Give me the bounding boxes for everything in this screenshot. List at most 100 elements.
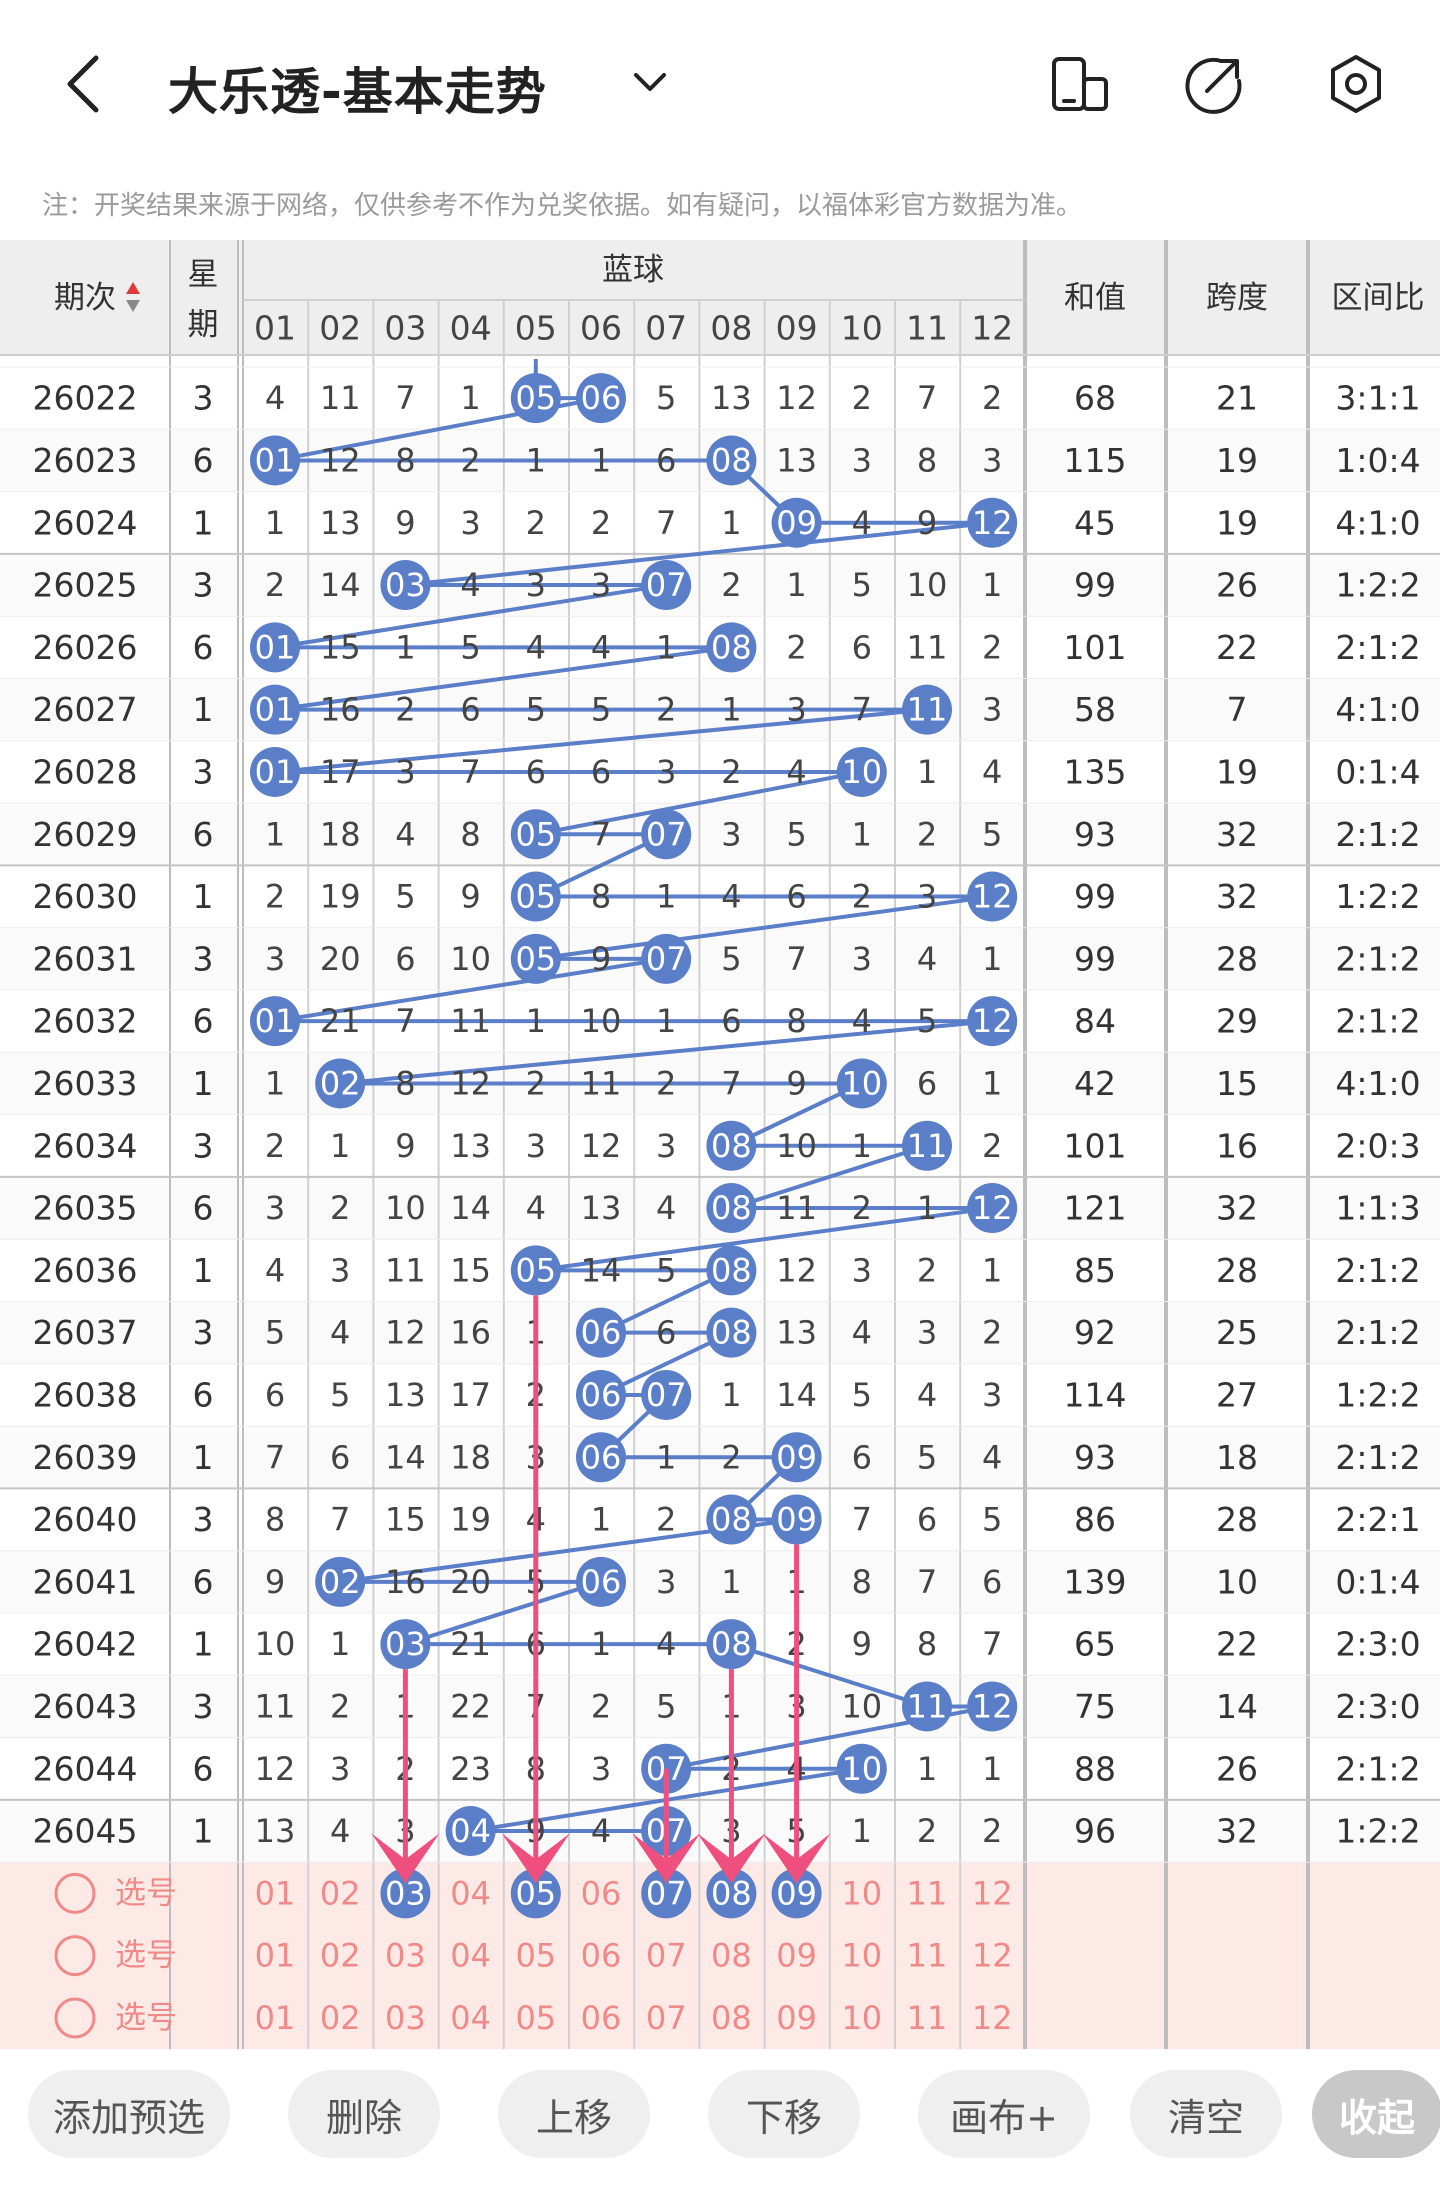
omission-value: 2 [721,566,741,604]
select-ball-number[interactable]: 02 [320,1999,361,2037]
clear-button[interactable]: 清空 [1130,2070,1282,2158]
ratio-value: 4:1:0 [1335,503,1420,542]
omission-value: 1 [526,1002,546,1040]
select-radio[interactable] [54,1935,96,1977]
chevron-down-icon[interactable] [632,70,668,94]
omission-value: 19 [450,1501,491,1539]
omission-value: 13 [320,504,361,542]
pick-arrow-head [762,1833,831,1884]
blue-ball-hit [902,1120,952,1171]
select-ball-number[interactable]: 07 [646,1999,687,2037]
group-header-blue: 蓝球 [602,252,664,288]
select-ball-number[interactable]: 12 [972,1874,1013,1912]
back-arrow-icon[interactable] [60,52,108,116]
canvas-plus-button[interactable]: 画布+ [918,2070,1090,2158]
select-ball-number[interactable]: 04 [450,1999,491,2037]
issue-number: 26035 [33,1189,138,1228]
omission-value: 1 [852,815,872,853]
selected-ball[interactable] [706,1868,757,1919]
select-radio[interactable] [54,1872,96,1914]
omission-value: 5 [721,940,741,978]
omission-value: 4 [656,1625,676,1663]
weekday: 1 [193,503,214,542]
selected-ball[interactable] [380,1868,431,1919]
trend-line [274,645,732,712]
select-ball-number[interactable]: 02 [320,1937,361,1975]
select-ball-number[interactable]: 11 [907,1874,948,1912]
add-preselect-button[interactable]: 添加预选 [28,2070,230,2158]
omission-value: 8 [786,1002,806,1040]
select-ball-number[interactable]: 10 [841,1937,882,1975]
select-ball-number[interactable]: 05 [515,1937,556,1975]
select-ball-number[interactable]: 09 [776,1999,817,2037]
select-ball-number[interactable]: 12 [972,1999,1013,2037]
sort-up-icon[interactable] [126,282,140,294]
select-radio[interactable] [54,1997,96,2039]
move-up-button[interactable]: 上移 [498,2070,650,2158]
omission-value: 4 [656,1189,676,1227]
omission-value: 1 [656,878,676,916]
select-ball-number[interactable]: 09 [776,1937,817,1975]
select-ball-number[interactable]: 08 [711,1999,752,2037]
omission-value: 12 [581,1127,622,1165]
weekday: 3 [193,566,214,605]
sort-down-icon[interactable] [126,300,140,312]
omission-value: 16 [320,691,361,729]
table-row [0,1675,1440,1738]
omission-value: 7 [721,1064,741,1102]
omission-value: 1 [917,753,937,791]
collapse-button[interactable]: 收起 [1312,2070,1440,2158]
select-ball-number[interactable]: 04 [450,1874,491,1912]
select-ball-number[interactable]: 04 [450,1937,491,1975]
blue-ball-hit [576,1556,626,1607]
ratio-value: 2:2:1 [1335,1500,1420,1539]
select-ball-number[interactable]: 01 [255,1999,296,2037]
select-ball-number[interactable]: 01 [255,1937,296,1975]
settings-icon[interactable] [1325,53,1387,115]
trend-line [730,1642,928,1709]
select-ball-number[interactable]: 06 [581,1874,622,1912]
select-ball-number[interactable]: 03 [385,1999,426,2037]
omission-value: 7 [395,1002,415,1040]
select-ball-number[interactable]: 03 [385,1937,426,1975]
omission-value: 1 [591,1625,611,1663]
device-icon[interactable] [1050,55,1112,115]
selected-ball[interactable] [771,1868,822,1919]
select-ball-number[interactable]: 06 [581,1999,622,2037]
weekday: 6 [193,1562,214,1601]
omission-value: 11 [320,379,361,417]
blue-ball-number: 08 [711,1127,752,1165]
select-ball-number[interactable]: 05 [515,1999,556,2037]
delete-button[interactable]: 删除 [288,2070,440,2158]
select-ball-number[interactable]: 10 [841,1874,882,1912]
page-title[interactable]: 大乐透-基本走势 [168,63,547,121]
select-ball-number[interactable]: 02 [320,1874,361,1912]
select-ball-number[interactable]: 12 [972,1937,1013,1975]
ratio-value: 0:1:4 [1335,1562,1420,1601]
selected-ball[interactable] [641,1868,692,1919]
omission-value: 4 [917,1376,937,1414]
ball-number-header: 01 [254,309,296,348]
omission-value: 8 [460,815,480,853]
issue-number: 26029 [33,815,138,854]
select-ball-number[interactable]: 08 [711,1937,752,1975]
omission-value: 12 [776,1251,817,1289]
select-ball-number[interactable]: 10 [841,1999,882,2037]
selected-ball[interactable] [510,1868,561,1919]
ratio-value: 2:1:2 [1335,1251,1420,1290]
share-icon[interactable] [1183,55,1245,115]
select-ball-number[interactable]: 11 [907,1937,948,1975]
omission-value: 3 [526,1127,546,1165]
omission-value: 4 [852,1314,872,1352]
blue-ball-number: 04 [450,1812,491,1850]
select-ball-number[interactable]: 06 [581,1937,622,1975]
select-ball-number[interactable]: 11 [907,1999,948,2037]
omission-value: 7 [395,379,415,417]
omission-value: 12 [320,441,361,479]
select-ball-number[interactable]: 07 [646,1937,687,1975]
omission-value: 9 [917,504,937,542]
omission-value: 7 [591,815,611,853]
select-ball-number[interactable]: 01 [255,1874,296,1912]
move-down-button[interactable]: 下移 [708,2070,860,2158]
omission-value: 5 [395,878,415,916]
